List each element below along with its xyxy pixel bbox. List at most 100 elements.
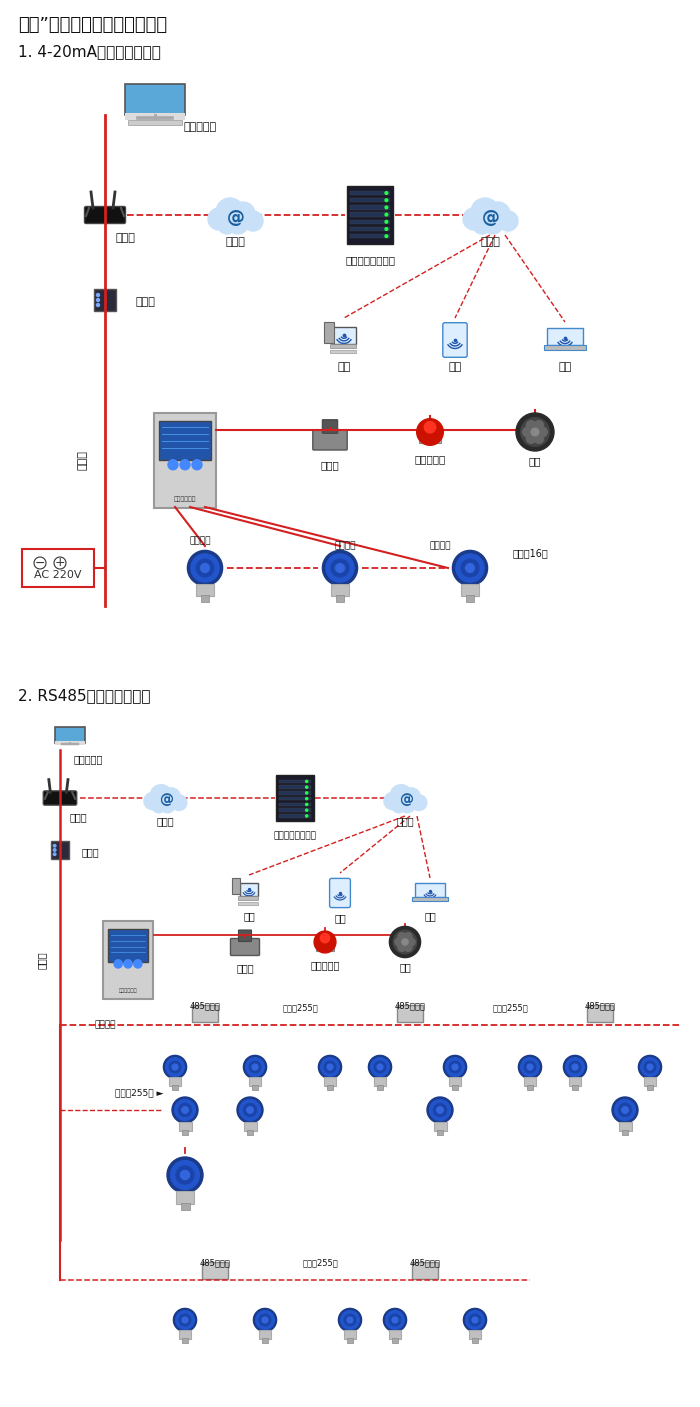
FancyBboxPatch shape xyxy=(398,1005,423,1021)
Circle shape xyxy=(466,564,475,573)
Circle shape xyxy=(368,1055,391,1079)
Circle shape xyxy=(192,460,202,470)
FancyBboxPatch shape xyxy=(349,227,391,231)
FancyBboxPatch shape xyxy=(412,896,448,900)
Circle shape xyxy=(97,298,99,301)
Circle shape xyxy=(306,815,308,817)
FancyBboxPatch shape xyxy=(276,775,314,822)
Circle shape xyxy=(392,799,406,813)
Circle shape xyxy=(323,550,358,585)
Circle shape xyxy=(521,418,550,446)
Circle shape xyxy=(191,554,219,582)
Circle shape xyxy=(182,1317,188,1323)
FancyBboxPatch shape xyxy=(202,1262,228,1279)
FancyBboxPatch shape xyxy=(452,1085,458,1089)
Circle shape xyxy=(640,1058,659,1076)
Circle shape xyxy=(402,938,408,946)
Circle shape xyxy=(114,960,122,968)
Circle shape xyxy=(392,1317,398,1323)
FancyBboxPatch shape xyxy=(461,584,479,597)
Circle shape xyxy=(398,944,406,951)
Text: 报警控制主机: 报警控制主机 xyxy=(174,497,196,502)
Circle shape xyxy=(201,564,209,573)
Circle shape xyxy=(483,214,503,234)
FancyBboxPatch shape xyxy=(127,120,183,125)
Text: 互联网: 互联网 xyxy=(480,236,500,248)
Text: 终端: 终端 xyxy=(424,910,436,922)
Circle shape xyxy=(393,930,416,954)
Circle shape xyxy=(306,792,308,794)
Circle shape xyxy=(527,1064,533,1069)
Circle shape xyxy=(208,208,230,229)
FancyBboxPatch shape xyxy=(238,896,258,899)
Circle shape xyxy=(253,1309,276,1331)
Circle shape xyxy=(168,460,178,470)
FancyBboxPatch shape xyxy=(22,549,94,587)
Circle shape xyxy=(166,1058,184,1076)
FancyBboxPatch shape xyxy=(466,595,475,602)
Circle shape xyxy=(424,422,435,433)
Circle shape xyxy=(341,1311,359,1330)
Circle shape xyxy=(246,1058,265,1076)
Circle shape xyxy=(53,844,56,847)
FancyBboxPatch shape xyxy=(108,929,148,962)
Text: 通讯线: 通讯线 xyxy=(78,450,88,470)
Circle shape xyxy=(416,419,443,445)
Circle shape xyxy=(374,1061,386,1072)
FancyBboxPatch shape xyxy=(239,930,251,941)
FancyBboxPatch shape xyxy=(181,1203,190,1210)
FancyBboxPatch shape xyxy=(279,815,311,817)
Circle shape xyxy=(572,1064,578,1069)
FancyBboxPatch shape xyxy=(193,1005,218,1021)
Circle shape xyxy=(306,809,308,812)
Circle shape xyxy=(569,1061,581,1072)
Circle shape xyxy=(150,785,172,806)
Text: 安帕尔网络服务器: 安帕尔网络服务器 xyxy=(345,255,395,265)
Text: 2. RS485信号连接系统图: 2. RS485信号连接系统图 xyxy=(18,688,150,704)
FancyBboxPatch shape xyxy=(279,779,311,784)
Text: 可连接16个: 可连接16个 xyxy=(512,547,548,559)
Circle shape xyxy=(622,1107,629,1113)
FancyBboxPatch shape xyxy=(443,322,467,357)
FancyBboxPatch shape xyxy=(244,1121,256,1131)
FancyBboxPatch shape xyxy=(178,1121,192,1131)
Circle shape xyxy=(53,848,56,851)
Circle shape xyxy=(466,1311,484,1330)
Circle shape xyxy=(228,214,248,234)
Text: 电磁阀: 电磁阀 xyxy=(236,962,254,974)
FancyBboxPatch shape xyxy=(544,345,586,350)
FancyBboxPatch shape xyxy=(176,1192,194,1204)
Circle shape xyxy=(178,1103,192,1117)
Circle shape xyxy=(172,795,187,810)
FancyBboxPatch shape xyxy=(327,1085,333,1089)
Circle shape xyxy=(259,1314,271,1325)
Text: 485中继器: 485中继器 xyxy=(199,1258,230,1266)
FancyBboxPatch shape xyxy=(182,1130,188,1135)
FancyBboxPatch shape xyxy=(349,212,391,217)
FancyBboxPatch shape xyxy=(182,1338,188,1342)
Circle shape xyxy=(216,198,244,227)
Circle shape xyxy=(244,1103,256,1117)
Circle shape xyxy=(516,414,554,452)
FancyBboxPatch shape xyxy=(349,191,391,196)
FancyBboxPatch shape xyxy=(43,791,77,805)
FancyBboxPatch shape xyxy=(239,882,258,896)
Circle shape xyxy=(486,203,510,227)
Circle shape xyxy=(443,1055,467,1079)
FancyBboxPatch shape xyxy=(238,902,258,905)
Circle shape xyxy=(306,787,308,788)
FancyBboxPatch shape xyxy=(346,186,393,245)
Circle shape xyxy=(326,554,354,582)
FancyBboxPatch shape xyxy=(246,1130,253,1135)
FancyBboxPatch shape xyxy=(55,740,85,744)
FancyBboxPatch shape xyxy=(419,436,442,443)
Circle shape xyxy=(534,433,543,443)
FancyBboxPatch shape xyxy=(412,1262,438,1279)
Circle shape xyxy=(327,1064,333,1069)
FancyBboxPatch shape xyxy=(622,1130,629,1135)
Text: 互联网: 互联网 xyxy=(156,816,174,826)
Circle shape xyxy=(306,798,308,799)
Circle shape xyxy=(246,1107,253,1113)
Circle shape xyxy=(395,938,402,946)
FancyBboxPatch shape xyxy=(331,584,349,597)
